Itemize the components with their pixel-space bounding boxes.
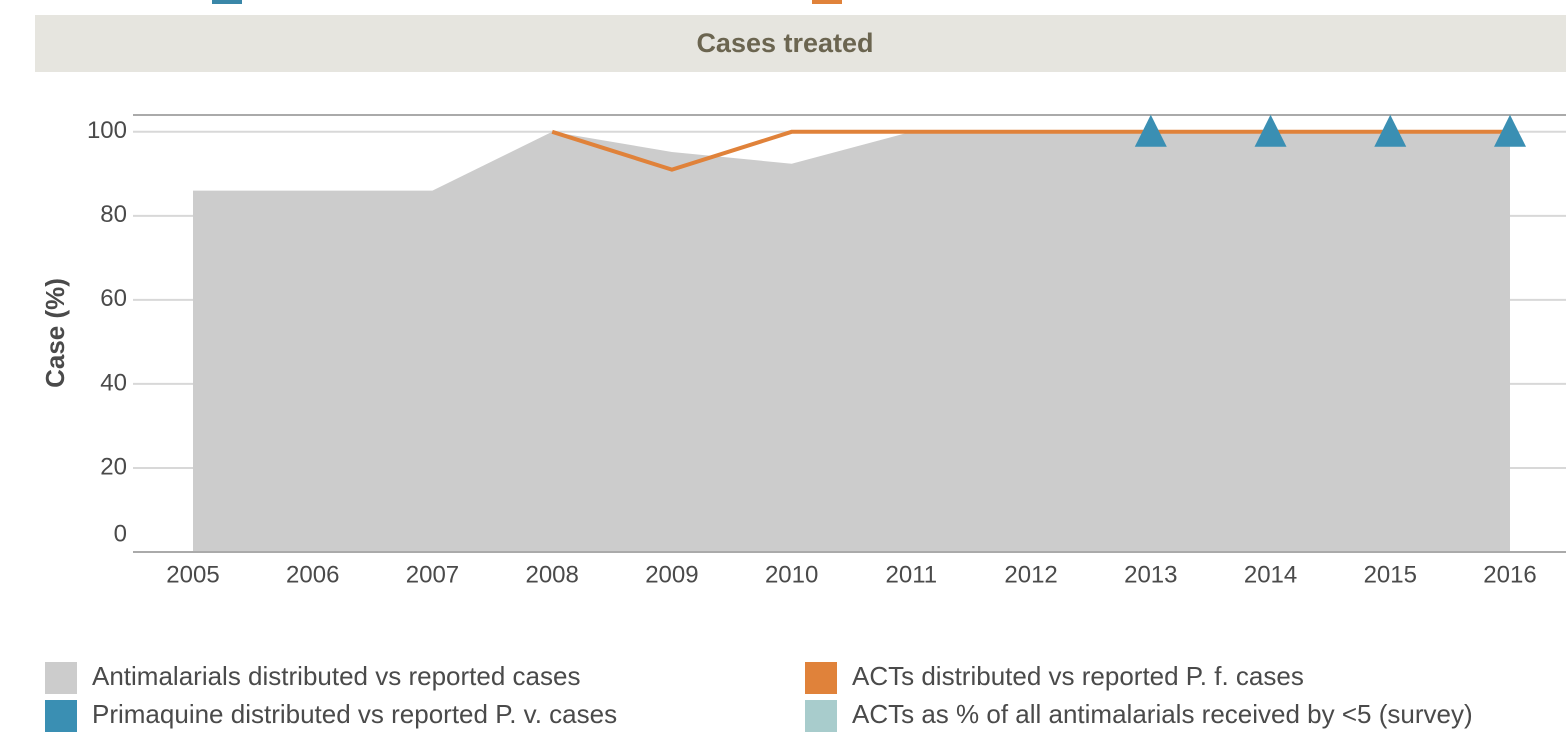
header-band	[35, 15, 1566, 72]
x-tick-label: 2010	[765, 561, 818, 588]
legend-swatch	[45, 700, 77, 732]
legend-swatch	[805, 662, 837, 694]
triangle-marker	[1494, 114, 1526, 147]
triangle-marker	[1134, 114, 1167, 147]
y-tick-label: 40	[100, 369, 127, 396]
y-tick-label: 60	[100, 285, 127, 312]
legend-label: Primaquine distributed vs reported P. v.…	[92, 699, 617, 729]
legend-swatch	[45, 662, 77, 694]
x-tick-label: 2015	[1364, 561, 1417, 588]
x-tick-label: 2009	[645, 561, 698, 588]
y-tick-label: 80	[100, 201, 127, 228]
legend-label: ACTs as % of all antimalarials received …	[852, 699, 1473, 729]
partial-legend-swatch	[812, 0, 842, 4]
partial-legend-swatch	[212, 0, 242, 4]
x-tick-label: 2016	[1483, 561, 1536, 588]
x-tick-label: 2005	[166, 561, 219, 588]
legend-swatch	[805, 700, 837, 732]
x-tick-label: 2014	[1244, 561, 1297, 588]
x-tick-label: 2012	[1004, 561, 1057, 588]
legend-label: ACTs distributed vs reported P. f. cases	[852, 661, 1304, 691]
y-tick-label: 20	[100, 453, 127, 480]
x-tick-label: 2007	[406, 561, 459, 588]
y-axis-label: Case (%)	[40, 278, 70, 388]
triangle-marker	[1374, 114, 1407, 147]
x-tick-label: 2013	[1124, 561, 1177, 588]
y-tick-label: 100	[87, 117, 127, 144]
area	[193, 131, 1510, 553]
triangle-marker	[1254, 114, 1287, 147]
x-tick-label: 2008	[525, 561, 578, 588]
x-tick-label: 2011	[886, 561, 938, 588]
line	[551, 129, 1510, 172]
y-tick-label: 0	[114, 520, 127, 547]
legend-label: Antimalarials distributed vs reported ca…	[92, 661, 580, 691]
x-tick-label: 2006	[286, 561, 339, 588]
chart-title: Cases treated	[696, 28, 873, 58]
